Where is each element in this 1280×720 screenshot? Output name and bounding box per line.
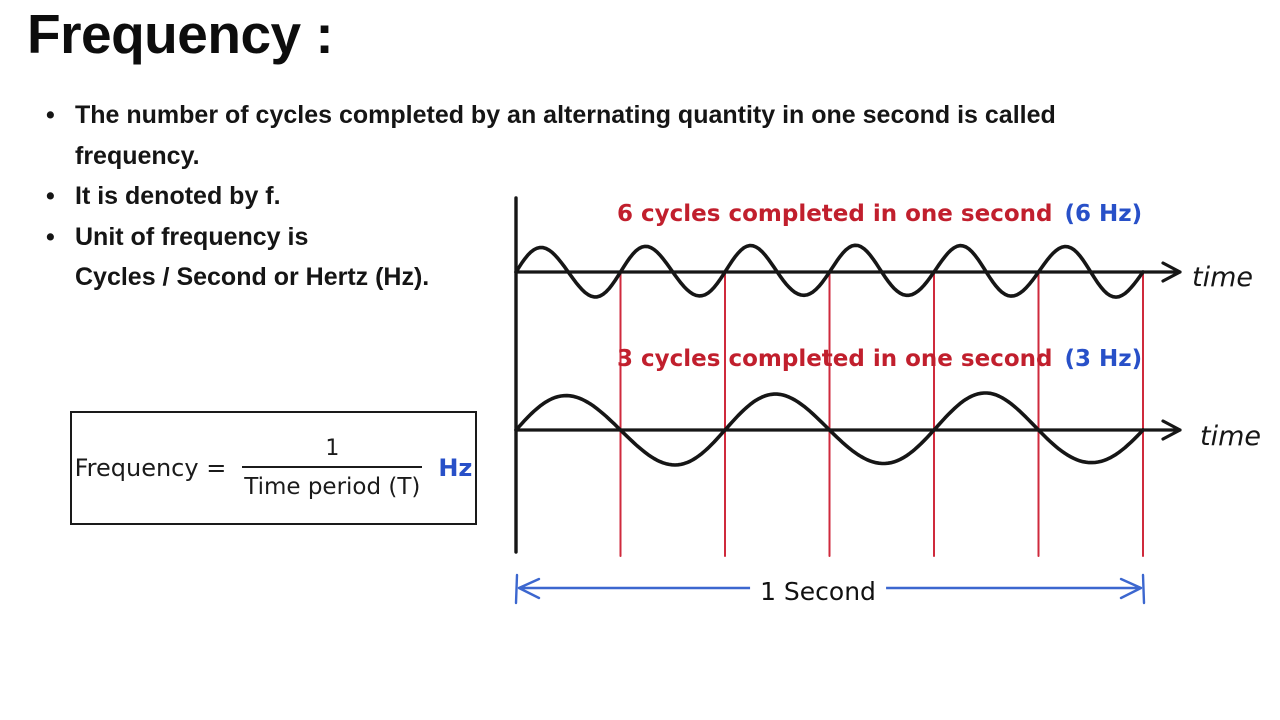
duration-arrow-right xyxy=(882,577,1143,600)
top-time-axis-arrow xyxy=(514,261,1182,283)
bottom-wave-annotation-row: 3 cycles completed in one second (3 Hz) xyxy=(617,346,1142,372)
bullet-item-unit: • Unit of frequency is Cycles / Second o… xyxy=(46,217,1268,298)
sine-wave-3hz xyxy=(514,391,1145,467)
frequency-formula-box: Frequency = 1 Time period (T) Hz xyxy=(70,411,477,525)
bullet-line: The number of cycles completed by an alt… xyxy=(75,101,1056,129)
bullet-item-definition: • The number of cycles completed by an a… xyxy=(46,95,1268,176)
bullet-dot: • xyxy=(46,101,55,129)
bullet-line: Unit of frequency is xyxy=(75,222,309,251)
fraction-bar xyxy=(242,466,423,468)
bullet-line: Cycles / Second or Hertz (Hz). xyxy=(75,263,430,291)
top-time-axis-label: time xyxy=(1192,262,1254,293)
bullet-line: frequency. xyxy=(75,141,200,170)
frequency-badge-6hz: (6 Hz) xyxy=(1064,201,1143,227)
duration-arrow-left-bar xyxy=(514,573,519,605)
one-second-label: 1 Second xyxy=(750,577,886,606)
bullet-dot: • xyxy=(46,182,55,210)
frequency-badge-3hz: (3 Hz) xyxy=(1064,346,1143,372)
bullet-list: • The number of cycles completed by an a… xyxy=(46,95,1268,298)
duration-arrow-left xyxy=(517,577,755,600)
annotation-3-cycles: 3 cycles completed in one second xyxy=(617,346,1053,372)
formula-fraction: 1 Time period (T) xyxy=(242,436,423,500)
bullet-line: It is denoted by f. xyxy=(75,182,281,210)
formula-unit-hz: Hz xyxy=(438,454,473,482)
page-title: Frequency : xyxy=(27,3,334,65)
sine-wave-6hz xyxy=(514,243,1145,299)
formula-label: Frequency = xyxy=(74,454,227,482)
duration-arrow-right-bar xyxy=(1141,573,1146,605)
bullet-item-symbol: • It is denoted by f. xyxy=(46,176,1268,217)
bullet-dot: • xyxy=(46,222,55,251)
bottom-time-axis-arrow xyxy=(514,419,1182,441)
bottom-time-axis-label: time xyxy=(1200,421,1262,452)
fraction-numerator: 1 xyxy=(325,436,340,461)
top-wave-annotation-row: 6 cycles completed in one second (6 Hz) xyxy=(617,201,1142,227)
fraction-denominator: Time period (T) xyxy=(244,474,421,500)
annotation-6-cycles: 6 cycles completed in one second xyxy=(617,201,1053,227)
